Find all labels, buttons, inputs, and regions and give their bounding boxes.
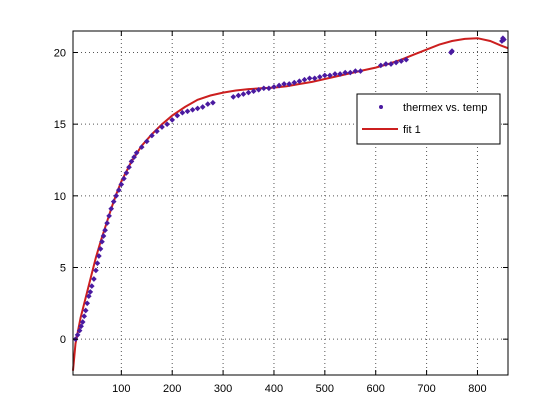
data-point — [87, 289, 94, 295]
data-point — [149, 132, 155, 139]
data-point — [78, 323, 84, 330]
data-point — [357, 68, 364, 74]
data-point — [286, 81, 293, 87]
data-point — [128, 158, 135, 165]
data-point — [276, 82, 282, 89]
plot-frame — [72, 30, 509, 376]
data-point — [100, 233, 107, 239]
data-point — [164, 121, 170, 128]
data-point — [138, 144, 145, 150]
legend-label-thermex: thermex vs. temp — [403, 102, 487, 114]
data-point — [94, 260, 101, 267]
data-point — [321, 72, 328, 79]
data-point — [99, 238, 105, 245]
x-tick-label: 500 — [316, 383, 334, 395]
data-point — [337, 71, 343, 77]
data-point — [347, 69, 354, 76]
x-tick-label: 600 — [367, 383, 385, 395]
data-point — [154, 128, 160, 135]
data-point — [115, 187, 122, 193]
data-point — [133, 149, 140, 156]
data-point — [327, 72, 333, 79]
data-point — [332, 71, 338, 77]
data-point — [110, 198, 117, 205]
data-point — [189, 106, 196, 113]
legend-box — [356, 93, 501, 145]
data-point — [96, 253, 102, 259]
x-tick-label: 700 — [417, 383, 435, 395]
data-point — [291, 79, 298, 86]
data-point — [240, 91, 247, 97]
data-point — [118, 181, 125, 188]
data-point — [281, 81, 287, 87]
data-point — [271, 84, 277, 90]
data-point — [84, 300, 91, 307]
data-point — [194, 105, 201, 112]
y-tick-label: 15 — [54, 119, 66, 131]
x-tick-label: 100 — [112, 383, 130, 395]
data-point — [301, 76, 308, 83]
data-point — [316, 74, 323, 80]
data-point — [199, 104, 206, 110]
grid — [73, 31, 508, 375]
data-point — [342, 69, 349, 76]
data-point — [184, 108, 191, 115]
data-point — [126, 164, 132, 171]
data-point — [174, 112, 181, 119]
data-point — [88, 283, 95, 289]
data-point — [296, 78, 303, 85]
data-point — [93, 267, 99, 274]
legend-label-fit: fit 1 — [403, 124, 421, 136]
axis-ticks: 100 200 300 400 500 600 700 800 0 5 10 15 20 — [54, 31, 508, 395]
x-tick-label: 200 — [163, 383, 181, 395]
x-tick-label: 300 — [214, 383, 232, 395]
data-point — [306, 75, 313, 82]
data-point — [255, 86, 262, 93]
y-tick-label: 0 — [60, 334, 66, 346]
data-point — [106, 213, 112, 219]
data-point — [179, 109, 186, 116]
data-point — [76, 327, 83, 334]
legend-marker-thermex — [379, 105, 383, 109]
data-point — [82, 307, 89, 314]
data-point — [143, 138, 150, 145]
data-point — [74, 332, 81, 338]
data-point — [266, 85, 272, 92]
y-tick-label: 5 — [60, 263, 66, 275]
data-point — [204, 101, 211, 107]
data-point — [97, 246, 104, 252]
x-tick-label: 400 — [265, 383, 283, 395]
data-point — [210, 99, 216, 106]
data-point — [250, 88, 257, 95]
data-point — [159, 124, 165, 130]
data-point — [352, 68, 359, 74]
data-point — [235, 92, 242, 99]
x-tick-label: 800 — [468, 383, 486, 395]
data-point — [91, 276, 97, 282]
data-point — [113, 192, 120, 199]
data-point — [79, 319, 86, 325]
data-point — [311, 75, 318, 82]
data-point — [85, 293, 92, 300]
data-point — [260, 85, 267, 92]
data-point — [230, 94, 237, 100]
plot-area — [73, 31, 508, 375]
data-point — [102, 227, 108, 234]
data-point — [245, 89, 252, 96]
y-tick-label: 20 — [54, 48, 66, 60]
data-point — [169, 117, 176, 123]
legend: thermex vs. temp fit 1 — [356, 93, 501, 145]
data-point — [104, 220, 110, 226]
y-tick-label: 10 — [54, 191, 66, 203]
data-point — [131, 154, 137, 160]
data-point — [121, 175, 127, 182]
data-point — [81, 313, 88, 320]
data-point — [108, 205, 115, 212]
